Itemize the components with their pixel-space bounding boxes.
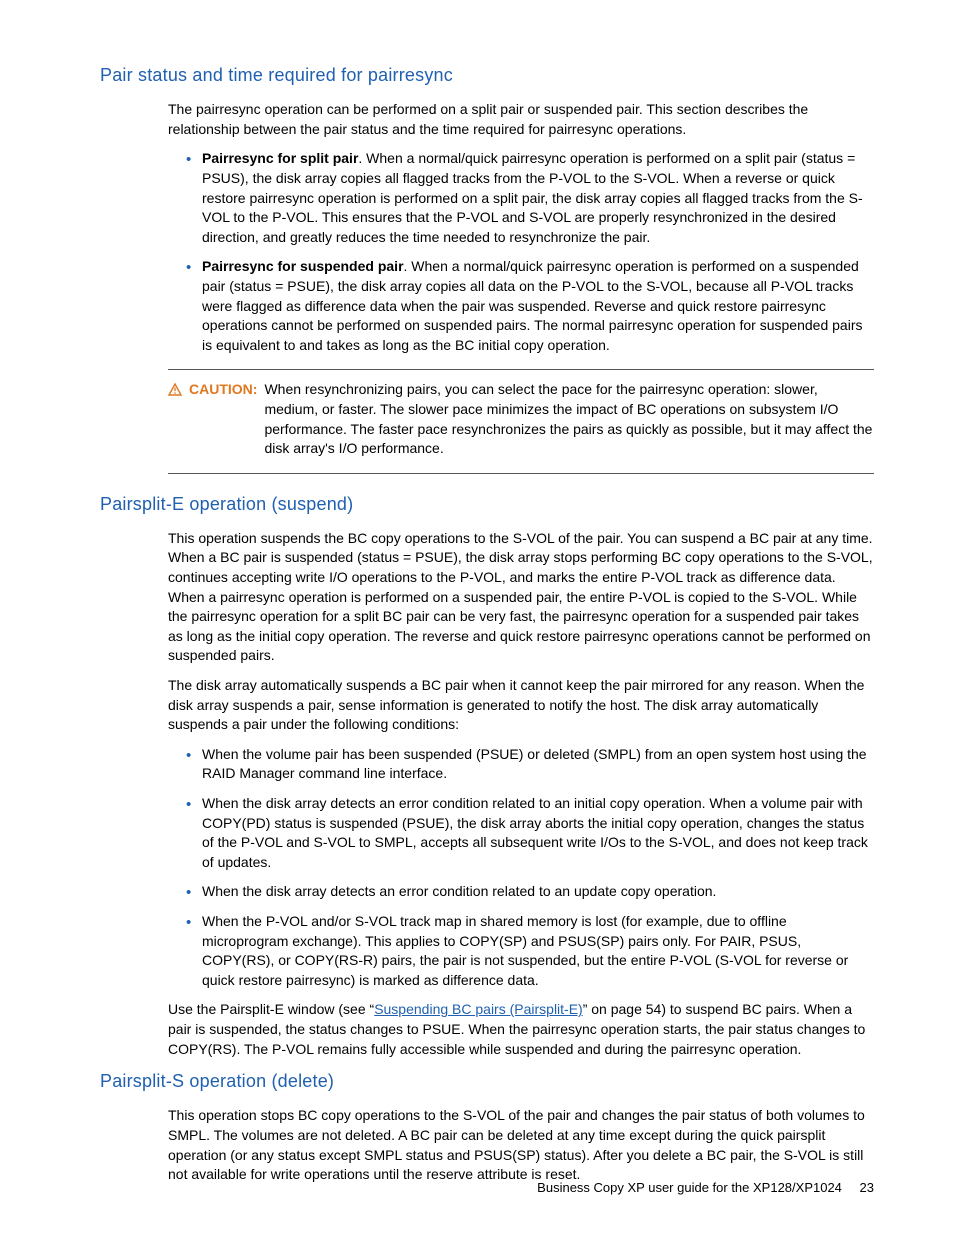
section3-body: This operation stops BC copy operations … — [168, 1106, 874, 1184]
heading-pairsplit-e: Pairsplit-E operation (suspend) — [100, 492, 874, 517]
heading-pair-status: Pair status and time required for pairre… — [100, 63, 874, 88]
section2-bullets: When the volume pair has been suspended … — [186, 745, 874, 991]
section3-p1: This operation stops BC copy operations … — [168, 1106, 874, 1184]
page-number: 23 — [860, 1180, 874, 1195]
list-item: When the disk array detects an error con… — [186, 794, 874, 872]
section2-p3: Use the Pairsplit-E window (see “Suspend… — [168, 1000, 874, 1059]
bullet-lead: Pairresync for split pair — [202, 150, 358, 166]
section1-intro: The pairresync operation can be performe… — [168, 100, 874, 139]
caution-icon — [168, 382, 182, 402]
list-item: When the disk array detects an error con… — [186, 882, 874, 902]
section2-body: This operation suspends the BC copy oper… — [168, 529, 874, 1059]
link-suspending-bc-pairs[interactable]: Suspending BC pairs (Pairsplit-E) — [374, 1001, 583, 1017]
section1-body: The pairresync operation can be performe… — [168, 100, 874, 474]
caution-block: CAUTION: When resynchronizing pairs, you… — [168, 369, 874, 473]
caution-text: When resynchronizing pairs, you can sele… — [264, 380, 874, 458]
footer-text: Business Copy XP user guide for the XP12… — [537, 1180, 842, 1195]
heading-pairsplit-s: Pairsplit-S operation (delete) — [100, 1069, 874, 1094]
list-item: Pairresync for suspended pair. When a no… — [186, 257, 874, 355]
section2-p2: The disk array automatically suspends a … — [168, 676, 874, 735]
list-item: When the P-VOL and/or S-VOL track map in… — [186, 912, 874, 990]
page-footer: Business Copy XP user guide for the XP12… — [537, 1179, 874, 1197]
bullet-lead: Pairresync for suspended pair — [202, 258, 404, 274]
p3-pre: Use the Pairsplit-E window (see “ — [168, 1001, 374, 1017]
caution-label: CAUTION: — [189, 380, 257, 400]
section1-bullets: Pairresync for split pair. When a normal… — [186, 149, 874, 355]
section2-p1: This operation suspends the BC copy oper… — [168, 529, 874, 666]
list-item: Pairresync for split pair. When a normal… — [186, 149, 874, 247]
list-item: When the volume pair has been suspended … — [186, 745, 874, 784]
